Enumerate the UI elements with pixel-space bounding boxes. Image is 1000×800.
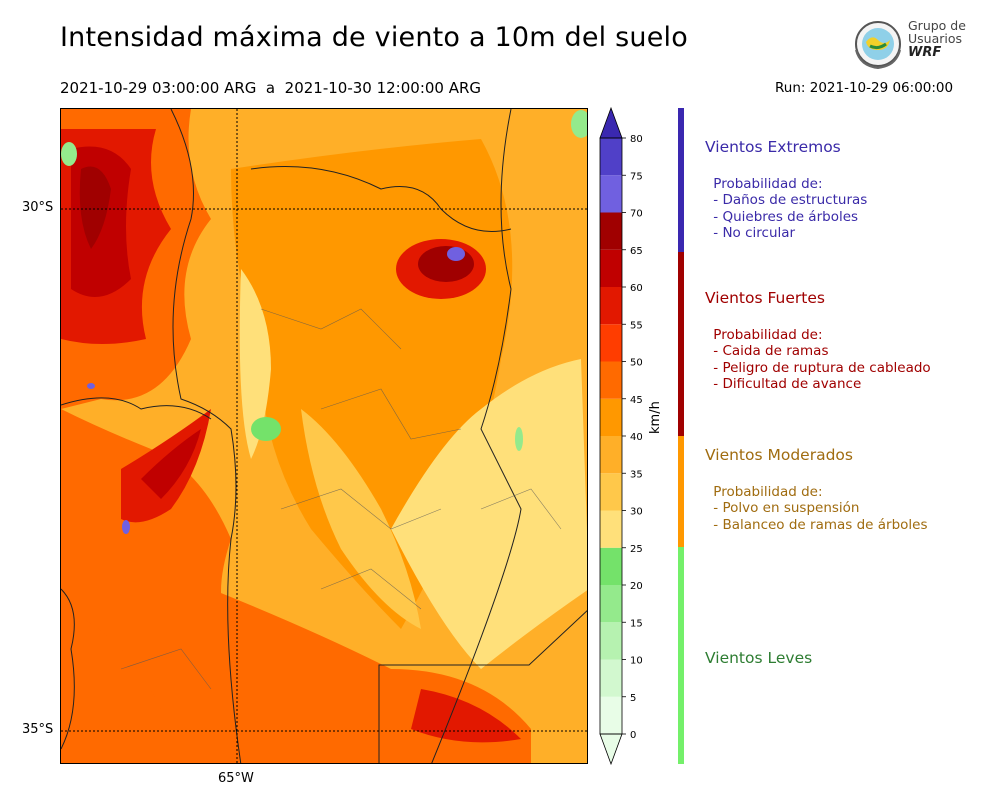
colorbar-segment	[600, 324, 622, 362]
category-bar	[678, 436, 684, 547]
logo-line-2: Usuarios	[908, 31, 963, 46]
colorbar-segment	[600, 175, 622, 213]
colorbar-segment	[600, 547, 622, 585]
colorbar-max-extension	[599, 106, 623, 139]
colorbar-tick-label: 70	[630, 209, 643, 220]
category-moderados: Vientos Moderados Probabilidad de: - Pol…	[705, 446, 928, 533]
category-title: Vientos Fuertes	[705, 289, 825, 307]
category-bar	[678, 252, 684, 436]
colorbar-tick-label: 60	[630, 283, 643, 294]
colorbar-tick-label: 10	[630, 656, 643, 667]
colorbar-tick-label: 45	[630, 395, 643, 406]
colorbar-segment	[600, 398, 622, 436]
colorbar-tick-label: 40	[630, 432, 643, 443]
colorbar-tick-label: 55	[630, 320, 643, 331]
category-description: Probabilidad de: - Daños de estructuras …	[713, 176, 868, 242]
colorbar-segment	[600, 436, 622, 474]
category-fuertes: Vientos Fuertes Probabilidad de: - Caida…	[705, 289, 931, 393]
logo-line-3: WRF	[908, 45, 942, 60]
wind-map	[60, 108, 588, 764]
lat-label-35s: 35°S	[22, 722, 54, 737]
colorbar-segment	[600, 473, 622, 511]
colorbar-tick-label: 35	[630, 469, 643, 480]
globe-icon	[855, 21, 901, 70]
model-run: Run: 2021-10-29 06:00:00	[775, 80, 954, 96]
colorbar-tick-label: 80	[630, 134, 643, 145]
colorbar-tick-label: 15	[630, 618, 643, 629]
wind-field	[61, 109, 587, 763]
colorbar-tick-label: 30	[630, 507, 643, 518]
wrf-logo: Grupo de Usuarios WRF	[848, 16, 968, 76]
colorbar-tick-label: 75	[630, 171, 643, 182]
colorbar-tick-label: 25	[630, 544, 643, 555]
category-title: Vientos Extremos	[705, 138, 841, 156]
colorbar-tick-label: 5	[630, 693, 636, 704]
category-title: Vientos Leves	[705, 649, 813, 667]
colorbar-segment	[600, 622, 622, 660]
category-description: Probabilidad de: - Polvo en suspensión -…	[713, 484, 928, 533]
colorbar-segment	[600, 510, 622, 548]
colorbar-segment	[600, 659, 622, 697]
colorbar: 0 5 10 15 20 25 30 35 40 45 50 55 60 65 70 75 80	[599, 106, 643, 766]
category-title: Vientos Moderados	[705, 446, 853, 464]
category-leves: Vientos Leves	[705, 649, 812, 667]
colorbar-tick-label: 20	[630, 581, 643, 592]
colorbar-segment	[600, 585, 622, 623]
colorbar-segment	[600, 287, 622, 325]
category-description: Probabilidad de: - Caida de ramas - Peli…	[713, 327, 931, 393]
colorbar-segment	[600, 249, 622, 287]
colorbar-tick-label: 0	[630, 730, 636, 741]
category-bar	[678, 547, 684, 764]
colorbar-tick-label: 65	[630, 246, 643, 257]
colorbar-min-extension	[599, 733, 623, 766]
category-extremos: Vientos Extremos Probabilidad de: - Daño…	[705, 138, 867, 242]
colorbar-tick-label: 50	[630, 358, 643, 369]
colorbar-segment	[600, 361, 622, 399]
colorbar-segment	[600, 138, 622, 176]
logo-line-1: Grupo de	[908, 18, 966, 33]
colorbar-segment	[600, 212, 622, 250]
category-bar	[678, 108, 684, 252]
colorbar-unit: km/h	[648, 401, 663, 434]
colorbar-segment	[600, 696, 622, 734]
lat-label-30s: 30°S	[22, 200, 54, 215]
lon-label-65w: 65°W	[218, 771, 254, 786]
chart-title: Intensidad máxima de viento a 10m del su…	[60, 22, 688, 53]
forecast-period: 2021-10-29 03:00:00 ARG a 2021-10-30 12:…	[60, 79, 482, 97]
